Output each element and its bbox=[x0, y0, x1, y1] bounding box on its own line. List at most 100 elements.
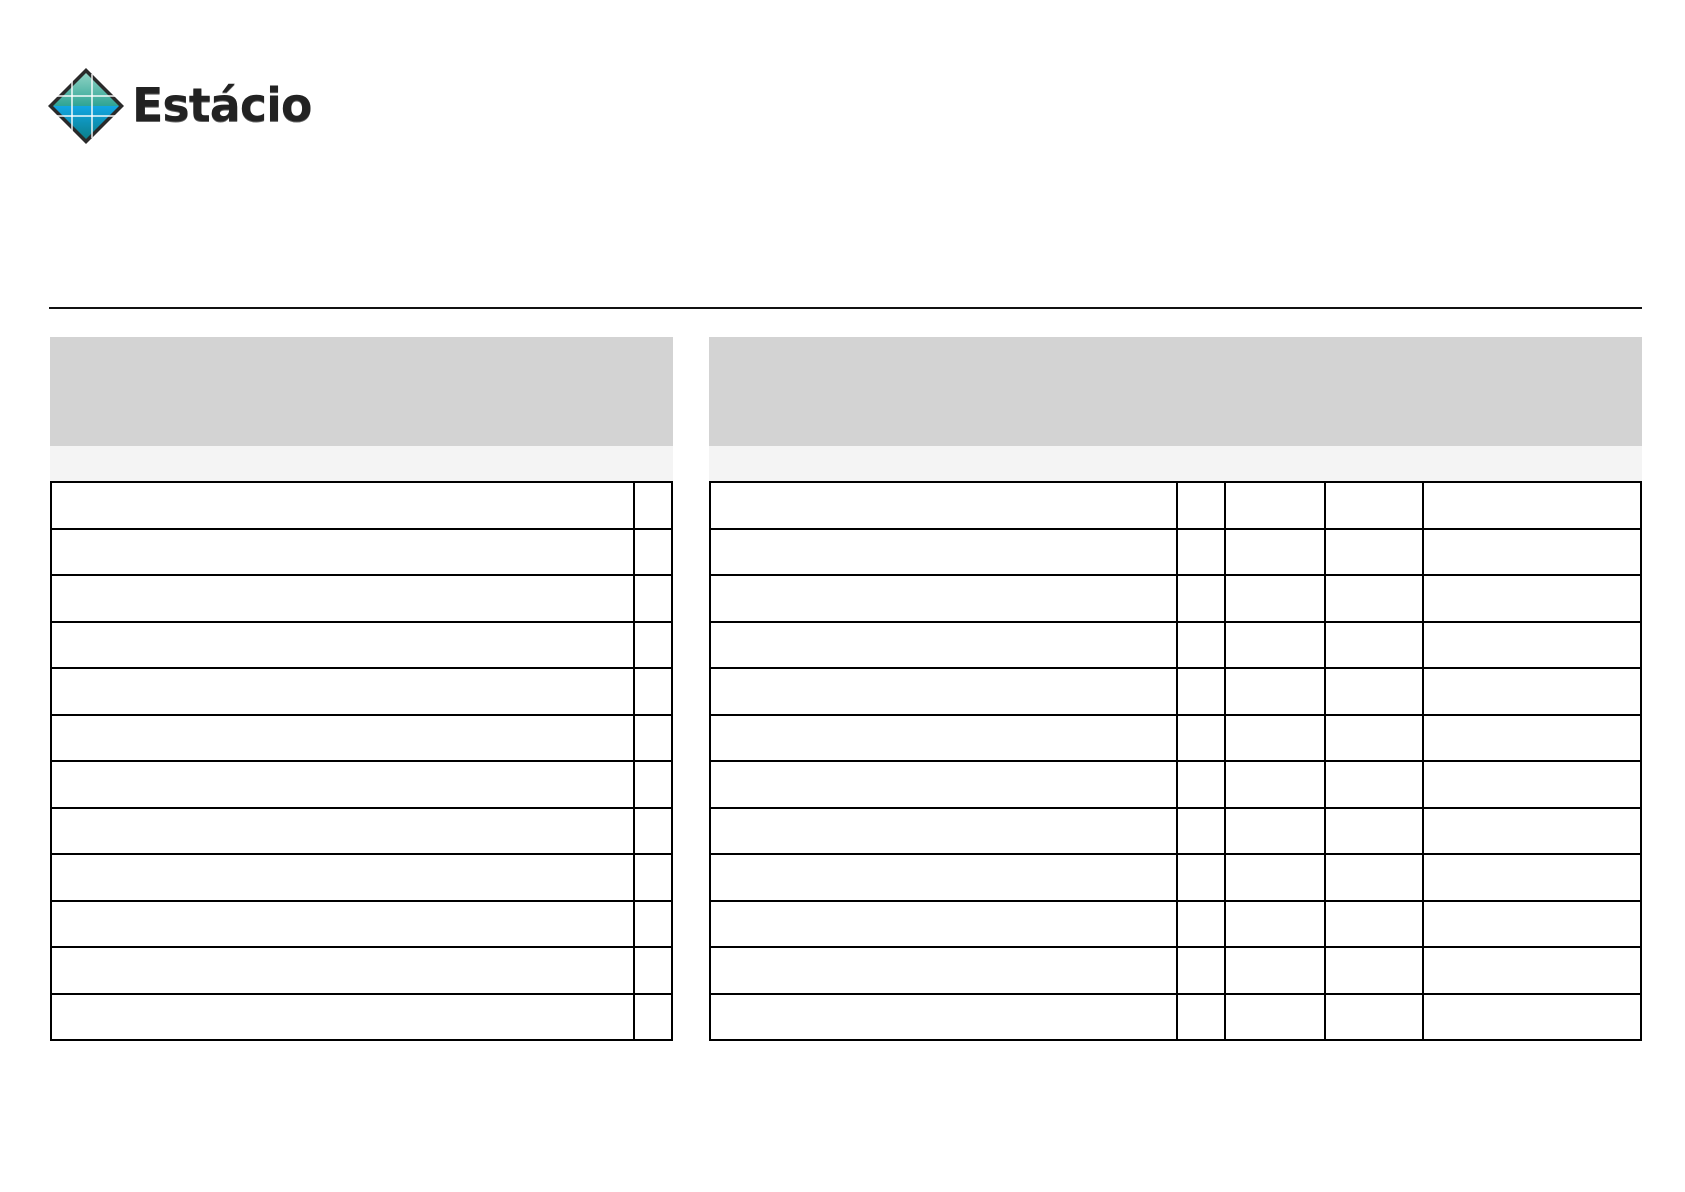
table-cell bbox=[1324, 760, 1424, 809]
left-table bbox=[50, 481, 673, 1041]
table-cell bbox=[50, 946, 635, 995]
table-cell bbox=[709, 620, 1178, 669]
table-cell bbox=[1324, 806, 1424, 855]
table-cell bbox=[1324, 527, 1424, 576]
table-cell bbox=[1422, 992, 1642, 1041]
table-row bbox=[50, 853, 673, 902]
table-row bbox=[50, 899, 673, 948]
table-row bbox=[709, 806, 1642, 855]
table-cell bbox=[50, 620, 635, 669]
table-cell bbox=[1224, 481, 1326, 530]
table-cell bbox=[1422, 481, 1642, 530]
table-row bbox=[709, 946, 1642, 995]
diamond-logo-icon bbox=[48, 68, 124, 144]
table-cell bbox=[1176, 527, 1226, 576]
logo-text: Estácio bbox=[132, 78, 312, 132]
table-cell bbox=[1224, 853, 1326, 902]
table-cell bbox=[709, 667, 1178, 716]
left-panel bbox=[50, 337, 673, 1041]
table-cell bbox=[1422, 713, 1642, 762]
table-cell bbox=[1422, 620, 1642, 669]
table-cell bbox=[1176, 713, 1226, 762]
table-cell bbox=[1324, 992, 1424, 1041]
table-cell bbox=[709, 527, 1178, 576]
table-cell bbox=[50, 713, 635, 762]
table-cell bbox=[709, 946, 1178, 995]
table-row bbox=[50, 806, 673, 855]
table-cell bbox=[633, 806, 673, 855]
table-cell bbox=[50, 806, 635, 855]
table-row bbox=[709, 992, 1642, 1041]
table-cell bbox=[1176, 853, 1226, 902]
header-divider bbox=[49, 307, 1642, 309]
table-cell bbox=[633, 667, 673, 716]
table-cell bbox=[709, 853, 1178, 902]
table-cell bbox=[1224, 574, 1326, 623]
table-row bbox=[709, 713, 1642, 762]
table-cell bbox=[1176, 946, 1226, 995]
table-cell bbox=[1324, 481, 1424, 530]
table-row bbox=[50, 481, 673, 530]
table-cell bbox=[709, 760, 1178, 809]
table-cell bbox=[1422, 527, 1642, 576]
right-panel bbox=[709, 337, 1642, 1041]
right-table bbox=[709, 481, 1642, 1041]
table-cell bbox=[709, 899, 1178, 948]
table-row bbox=[50, 946, 673, 995]
table-cell bbox=[1224, 667, 1326, 716]
table-row bbox=[50, 992, 673, 1041]
left-panel-subheader bbox=[50, 446, 673, 481]
table-cell bbox=[1176, 806, 1226, 855]
table-row bbox=[709, 899, 1642, 948]
table-cell bbox=[1324, 713, 1424, 762]
table-cell bbox=[633, 899, 673, 948]
table-row bbox=[709, 760, 1642, 809]
table-cell bbox=[709, 713, 1178, 762]
table-cell bbox=[1224, 946, 1326, 995]
table-cell bbox=[50, 527, 635, 576]
table-cell bbox=[50, 574, 635, 623]
table-row bbox=[709, 574, 1642, 623]
table-cell bbox=[1224, 992, 1326, 1041]
table-cell bbox=[1422, 667, 1642, 716]
table-cell bbox=[633, 620, 673, 669]
table-cell bbox=[1176, 620, 1226, 669]
table-cell bbox=[1176, 574, 1226, 623]
table-cell bbox=[1422, 946, 1642, 995]
table-row bbox=[50, 713, 673, 762]
table-cell bbox=[1324, 574, 1424, 623]
table-cell bbox=[1324, 620, 1424, 669]
table-cell bbox=[633, 481, 673, 530]
table-cell bbox=[50, 992, 635, 1041]
table-cell bbox=[1224, 760, 1326, 809]
table-cell bbox=[1224, 527, 1326, 576]
table-cell bbox=[1176, 760, 1226, 809]
table-cell bbox=[1422, 574, 1642, 623]
table-cell bbox=[50, 760, 635, 809]
table-cell bbox=[1324, 853, 1424, 902]
table-cell bbox=[709, 574, 1178, 623]
table-cell bbox=[633, 760, 673, 809]
table-row bbox=[50, 620, 673, 669]
table-cell bbox=[709, 806, 1178, 855]
table-cell bbox=[709, 992, 1178, 1041]
table-cell bbox=[50, 853, 635, 902]
table-cell bbox=[50, 899, 635, 948]
table-cell bbox=[1324, 667, 1424, 716]
table-cell bbox=[1224, 620, 1326, 669]
table-row bbox=[50, 527, 673, 576]
table-cell bbox=[633, 992, 673, 1041]
table-cell bbox=[50, 667, 635, 716]
table-cell bbox=[1324, 946, 1424, 995]
table-row bbox=[709, 481, 1642, 530]
table-cell bbox=[1422, 899, 1642, 948]
table-cell bbox=[1224, 713, 1326, 762]
table-row bbox=[50, 667, 673, 716]
table-cell bbox=[633, 946, 673, 995]
table-cell bbox=[709, 481, 1178, 530]
table-cell bbox=[633, 853, 673, 902]
table-row bbox=[50, 574, 673, 623]
table-cell bbox=[1422, 760, 1642, 809]
table-cell bbox=[1176, 481, 1226, 530]
table-cell bbox=[1422, 853, 1642, 902]
